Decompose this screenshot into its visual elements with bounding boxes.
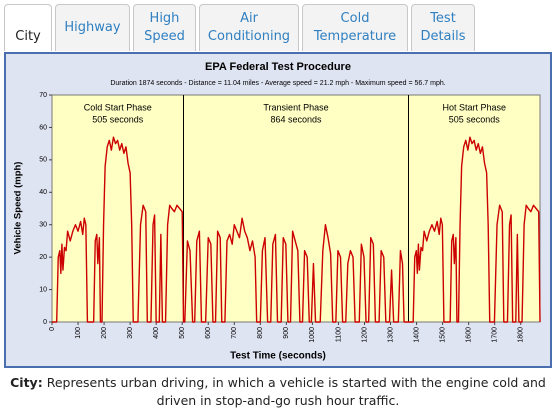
phase-duration: 864 seconds bbox=[270, 114, 322, 124]
tab[interactable]: Cold Temperature bbox=[302, 4, 408, 51]
x-tick-label: 100 bbox=[75, 327, 82, 339]
x-tick-label: 800 bbox=[257, 327, 264, 339]
y-tick-label: 0 bbox=[43, 319, 47, 326]
phase-duration: 505 seconds bbox=[449, 114, 501, 124]
y-tick-label: 60 bbox=[39, 124, 47, 131]
caption-text: Represents urban driving, in which a veh… bbox=[46, 375, 546, 408]
y-axis-label: Vehicle Speed (mph) bbox=[13, 162, 24, 255]
tab[interactable]: Highway bbox=[55, 4, 130, 51]
speed-line bbox=[52, 136, 541, 323]
chart: EPA Federal Test Procedure Duration 1874… bbox=[4, 52, 552, 368]
tab[interactable]: High Speed bbox=[133, 4, 196, 51]
caption-label: City: bbox=[10, 375, 43, 390]
x-tick-label: 1000 bbox=[309, 327, 316, 343]
x-tick-label: 1400 bbox=[413, 327, 420, 343]
caption: City: Represents urban driving, in which… bbox=[10, 374, 546, 410]
y-tick-label: 50 bbox=[39, 157, 47, 164]
x-tick-label: 600 bbox=[205, 327, 212, 339]
x-tick-label: 700 bbox=[231, 327, 238, 339]
x-tick-label: 500 bbox=[179, 327, 186, 339]
y-tick-label: 70 bbox=[39, 92, 47, 99]
phase-label: Transient Phase bbox=[263, 102, 328, 112]
x-tick-label: 1100 bbox=[335, 327, 342, 342]
y-tick-label: 10 bbox=[39, 286, 47, 293]
tab-bar: City Highway High Speed Air Conditioning Col… bbox=[4, 4, 475, 51]
x-tick-label: 200 bbox=[101, 327, 108, 339]
y-tick-label: 30 bbox=[39, 222, 47, 229]
chart-subtitle: Duration 1874 seconds - Distance = 11.04… bbox=[110, 80, 445, 87]
phase-duration: 505 seconds bbox=[92, 114, 144, 124]
x-tick-label: 400 bbox=[153, 327, 160, 339]
x-tick-label: 1600 bbox=[465, 327, 472, 343]
x-tick-label: 1300 bbox=[387, 327, 394, 343]
phase-label: Cold Start Phase bbox=[84, 102, 152, 112]
phase-label: Hot Start Phase bbox=[442, 102, 506, 112]
tab[interactable]: City bbox=[4, 4, 52, 51]
x-tick-label: 1500 bbox=[439, 327, 446, 343]
x-tick-label: 1200 bbox=[361, 327, 368, 343]
x-axis-label: Test Time (seconds) bbox=[230, 351, 326, 362]
tab[interactable]: Air Conditioning bbox=[199, 4, 299, 51]
x-tick-label: 900 bbox=[283, 327, 290, 339]
y-tick-label: 20 bbox=[39, 254, 47, 261]
chart-title: EPA Federal Test Procedure bbox=[205, 61, 351, 73]
tab[interactable]: Test Details bbox=[411, 4, 475, 51]
plot-area bbox=[51, 94, 541, 323]
y-tick-label: 40 bbox=[39, 189, 47, 196]
x-tick-label: 1800 bbox=[518, 327, 525, 343]
x-tick-label: 300 bbox=[127, 327, 134, 339]
x-tick-label: 0 bbox=[49, 327, 56, 331]
x-tick-label: 1700 bbox=[492, 327, 499, 343]
